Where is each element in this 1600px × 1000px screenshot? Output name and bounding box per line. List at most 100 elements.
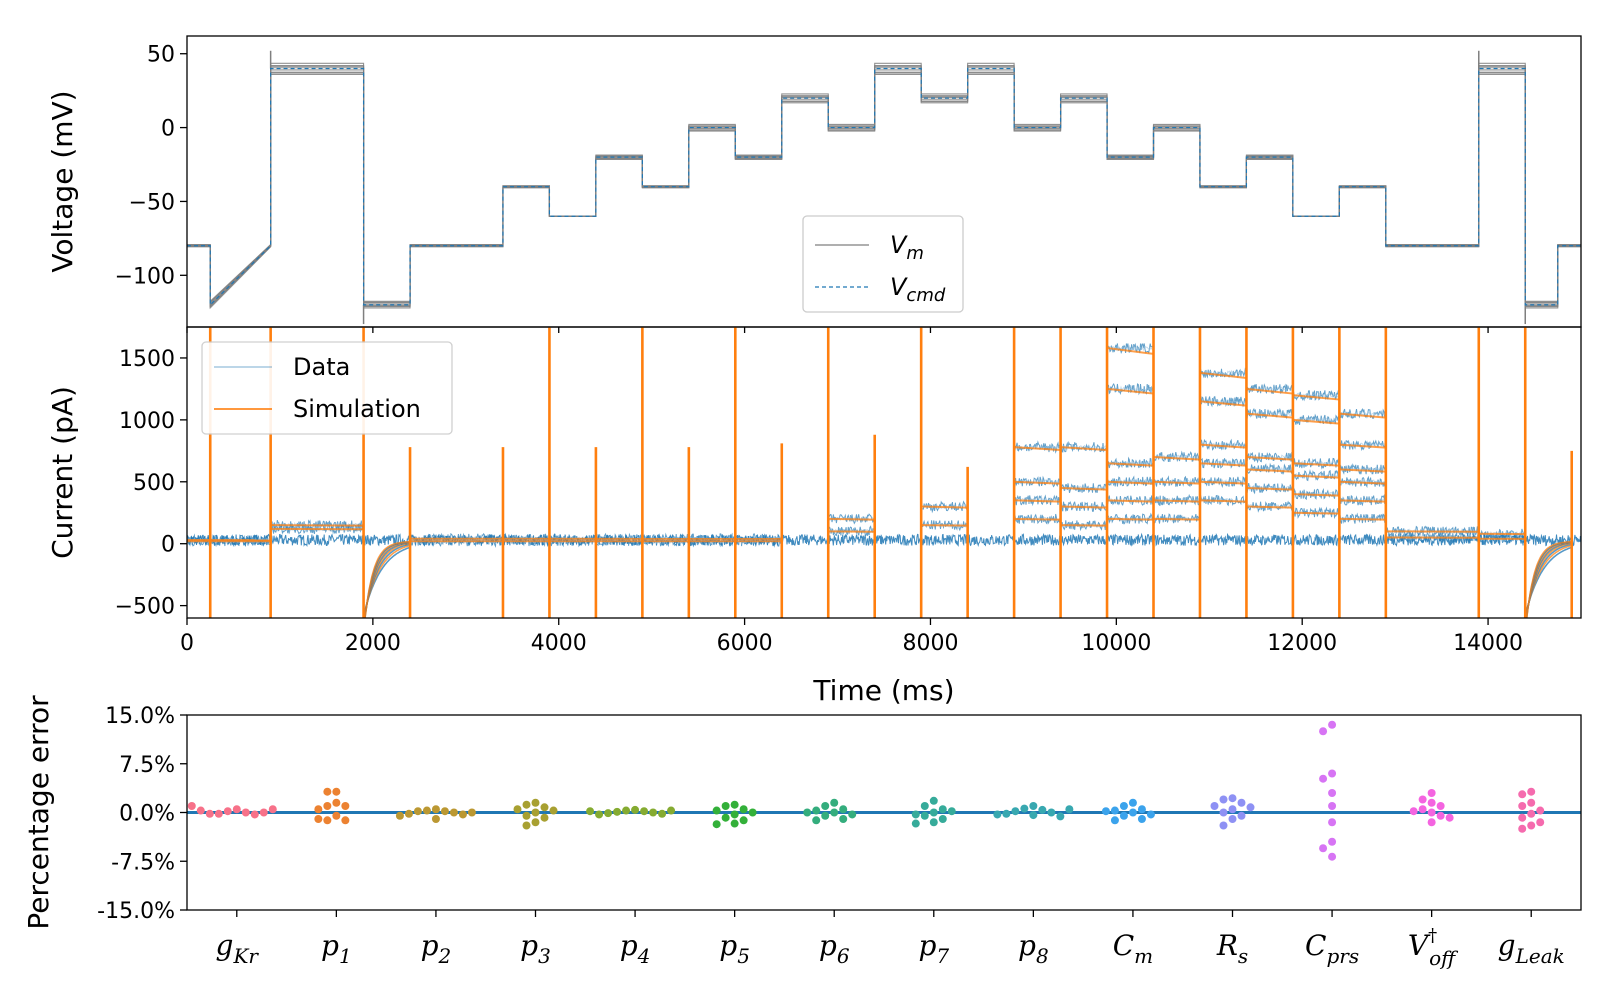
data-trace-light (1245, 454, 1293, 460)
data-trace (1338, 512, 1386, 524)
error-point (323, 816, 332, 825)
error-point (1047, 808, 1056, 817)
param-sub: 2 (438, 944, 452, 968)
param-sup: † (1428, 925, 1437, 946)
simulation-trace (921, 505, 968, 509)
current-xtick-label: 12000 (1267, 631, 1337, 656)
error-point (1029, 811, 1038, 820)
voltage-ytick-label: 0 (161, 117, 175, 142)
param-main: C (1113, 929, 1134, 962)
error-point (1328, 818, 1337, 827)
error-point (1518, 790, 1527, 799)
simulation-trace (1292, 493, 1340, 497)
param-main: g (216, 929, 234, 962)
current-legend-box (201, 341, 453, 435)
data-trace (1153, 513, 1201, 524)
param-sub: 5 (737, 944, 750, 968)
error-point (1436, 811, 1445, 820)
error-point (586, 807, 595, 816)
error-point (205, 809, 214, 818)
error-point (1101, 807, 1110, 816)
error-point (1527, 809, 1536, 818)
parameter-label: V† off (1408, 925, 1459, 970)
error-point (667, 806, 676, 815)
current-xtick-label: 4000 (531, 631, 587, 656)
error-point (259, 808, 268, 817)
param-main: p (918, 929, 936, 962)
error-point (1427, 808, 1436, 817)
param-main: V (1408, 929, 1431, 962)
param-sub: s (1238, 944, 1248, 968)
current-xtick-label: 8000 (902, 631, 958, 656)
error-point (522, 800, 531, 809)
error-point (531, 798, 540, 807)
voltage-ytick-label: −50 (129, 190, 175, 215)
error-point (1228, 815, 1237, 823)
error-point (938, 805, 947, 814)
error-point (440, 807, 449, 816)
simulation-trace (1199, 462, 1247, 467)
current-ytick-label: 1500 (119, 347, 175, 372)
simulation-trace (828, 517, 875, 521)
parameter-label: p4 (620, 929, 651, 968)
error-point (1146, 810, 1155, 819)
param-sub: 3 (538, 944, 551, 968)
error-point (214, 809, 223, 818)
error-point (314, 815, 323, 823)
simulation-trace (1014, 480, 1061, 485)
param-sub: 7 (936, 944, 949, 968)
data-trace (187, 533, 271, 546)
error-point (1056, 812, 1065, 821)
simulation-trace (1153, 456, 1201, 461)
error-point (1219, 795, 1228, 804)
error-point (929, 808, 938, 817)
parameter-label: p7 (918, 929, 949, 968)
error-point (1011, 807, 1020, 816)
simulation-trace (921, 524, 968, 527)
current-xtick-label: 0 (180, 631, 194, 656)
param-main: C (1305, 929, 1326, 962)
error-point (241, 808, 250, 817)
vcmd-trace (187, 67, 1581, 307)
data-trace-light (1060, 443, 1108, 451)
current-xtick-label: 2000 (345, 631, 401, 656)
error-point (803, 808, 812, 817)
error-point (1328, 837, 1337, 846)
error-point (730, 800, 739, 809)
error-point (341, 816, 350, 825)
current-xtick-label: 14000 (1453, 631, 1523, 656)
error-point (1427, 789, 1436, 797)
param-sub: 8 (1036, 944, 1049, 968)
error-point (920, 802, 929, 810)
simulation-trace (1339, 499, 1386, 503)
param-main: p (819, 929, 837, 962)
data-trace-light (1292, 417, 1340, 423)
simulation-trace (1199, 443, 1247, 449)
error-point (1319, 774, 1328, 783)
error-point (314, 805, 323, 814)
error-point (1002, 809, 1011, 818)
simulation-trace (1106, 347, 1154, 355)
simulation-trace (1107, 499, 1154, 503)
error-point (911, 810, 920, 819)
error-point (595, 810, 604, 819)
simulation-trace (1199, 371, 1247, 379)
parameter-label: gKr (216, 929, 260, 968)
simulation-trace (1246, 412, 1293, 419)
data-trace (1060, 520, 1108, 532)
param-sub: off (1429, 946, 1459, 970)
simulation-trace (1060, 505, 1108, 509)
data-trace (1478, 528, 1526, 541)
error-point (458, 810, 467, 819)
legend-main: V (890, 273, 908, 301)
parameter-label: p2 (421, 929, 452, 968)
error-point (1319, 727, 1328, 736)
error-point (1518, 802, 1527, 810)
error-point (268, 805, 277, 814)
error-point (712, 820, 721, 829)
error-point (1038, 805, 1047, 814)
parameter-label: gLeak (1498, 929, 1565, 968)
error-point (1137, 805, 1146, 814)
error-point (658, 809, 667, 818)
